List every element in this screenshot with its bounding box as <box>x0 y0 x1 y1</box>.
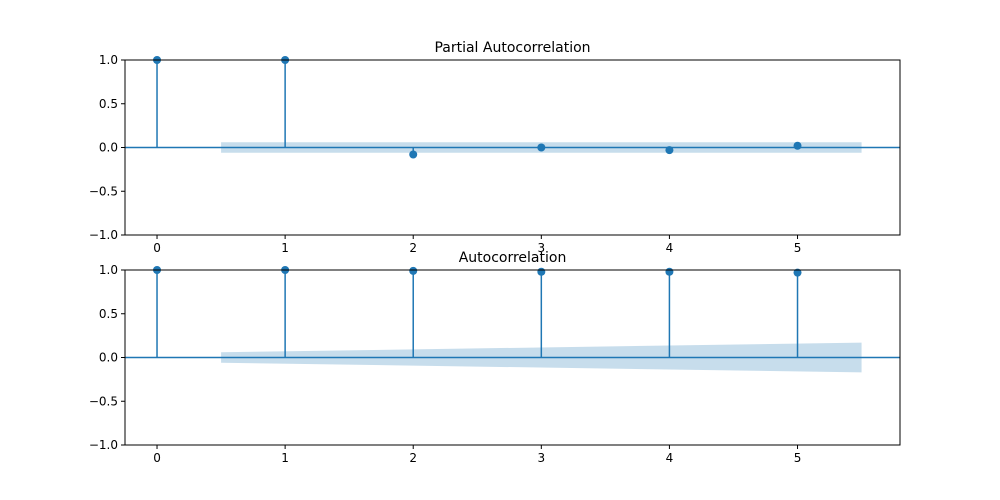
y-tick-label: −0.5 <box>89 184 118 198</box>
x-tick-label: 5 <box>794 451 802 465</box>
x-tick-label: 1 <box>281 241 289 255</box>
y-tick-label: −1.0 <box>89 228 118 242</box>
x-tick-label: 2 <box>409 241 417 255</box>
stem-marker <box>409 150 418 159</box>
stem-marker <box>793 141 802 150</box>
chart-title: Autocorrelation <box>459 250 567 266</box>
x-tick-label: 3 <box>538 451 546 465</box>
x-tick-label: 5 <box>794 241 802 255</box>
y-tick-label: 0.5 <box>99 307 118 321</box>
x-tick-label: 4 <box>666 451 674 465</box>
y-tick-label: −1.0 <box>89 438 118 452</box>
x-tick-label: 3 <box>538 241 546 255</box>
stem-marker <box>793 268 802 277</box>
stem-marker <box>537 267 546 276</box>
y-tick-label: 1.0 <box>99 53 118 67</box>
x-tick-label: 4 <box>666 241 674 255</box>
stem-marker <box>409 266 418 275</box>
stem-marker <box>665 267 674 276</box>
y-tick-label: 0.0 <box>99 141 118 155</box>
x-tick-label: 0 <box>153 241 161 255</box>
y-tick-label: 0.5 <box>99 97 118 111</box>
x-tick-label: 0 <box>153 451 161 465</box>
stem-marker <box>665 146 674 155</box>
x-tick-label: 1 <box>281 451 289 465</box>
stem-marker <box>537 143 546 152</box>
y-tick-label: 0.0 <box>99 351 118 365</box>
partial-autocorrelation-plot: 0 1 2 3 4 5 1.0 0.5 0.0 −0.5 −1.0 Partial Autocorre… <box>89 40 901 255</box>
x-tick-label: 2 <box>409 451 417 465</box>
autocorrelation-plot: 0 1 2 3 4 5 1.0 0.5 0.0 −0.5 −1.0 Autocorrelation <box>89 250 901 465</box>
chart-title: Partial Autocorrelation <box>434 40 590 56</box>
y-tick-label: −0.5 <box>89 394 118 408</box>
y-tick-label: 1.0 <box>99 263 118 277</box>
